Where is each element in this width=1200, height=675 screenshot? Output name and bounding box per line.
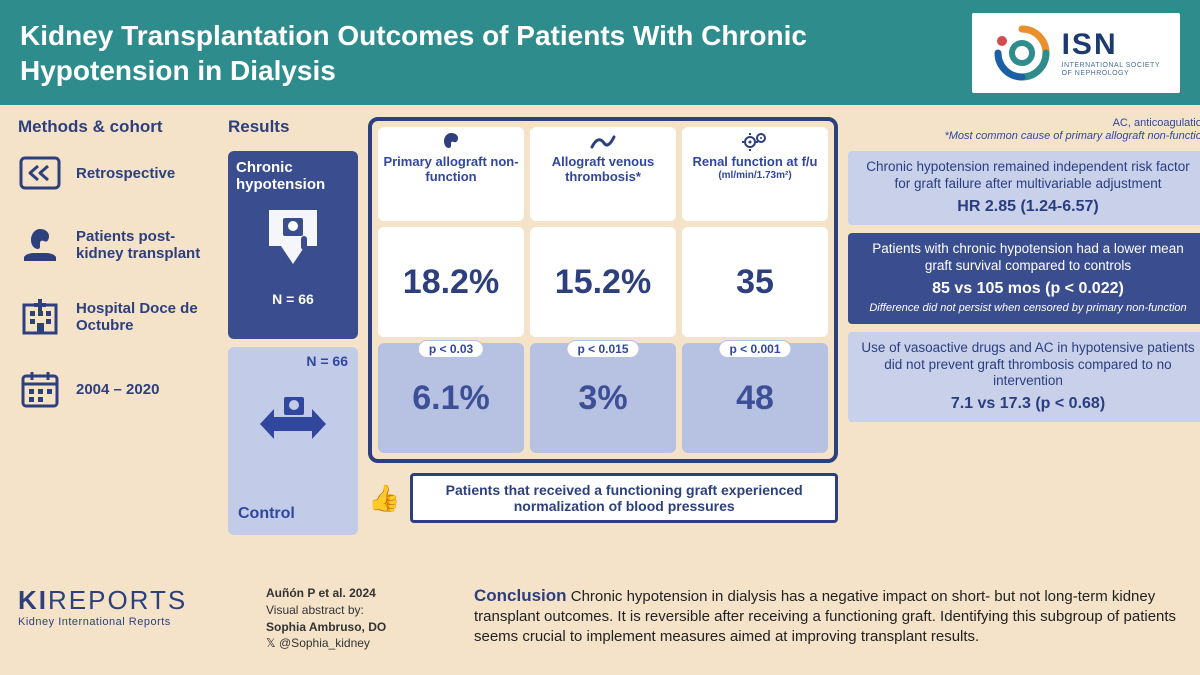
method-text: Patients post-kidney transplant — [76, 228, 218, 262]
rewind-icon — [18, 151, 62, 195]
group-ctrl-label: Control — [238, 505, 295, 523]
header: Kidney Transplantation Outcomes of Patie… — [0, 0, 1200, 105]
pval-2: p < 0.015 — [566, 340, 639, 358]
page-title: Kidney Transplantation Outcomes of Patie… — [20, 18, 870, 88]
finding-1: Chronic hypotension remained independent… — [848, 151, 1200, 225]
calendar-icon — [18, 367, 62, 411]
finding-3: Use of vasoactive drugs and AC in hypote… — [848, 332, 1200, 423]
bp-stable-icon — [248, 389, 338, 459]
method-hospital: Hospital Doce de Octubre — [18, 295, 218, 339]
method-text: Retrospective — [76, 165, 175, 182]
methods-column: Methods & cohort Retrospective Patients … — [18, 117, 218, 567]
results-column: Primary allograft non-function Allograft… — [368, 117, 838, 567]
group-hypotension: Chronic hypotension N = 66 — [228, 151, 358, 339]
result-hdr-3: Renal function at f/u (ml/min/1.73m²) — [682, 127, 828, 221]
method-text: 2004 – 2020 — [76, 381, 159, 398]
result-hypo-2: 15.2% p < 0.015 — [530, 227, 676, 337]
footer: KIREPORTS Kidney International Reports A… — [0, 575, 1200, 675]
pval-3: p < 0.001 — [718, 340, 791, 358]
hospital-icon — [18, 295, 62, 339]
result-hypo-3: 35 p < 0.001 — [682, 227, 828, 337]
result-ctrl-1: 6.1% — [378, 343, 524, 453]
method-years: 2004 – 2020 — [18, 367, 218, 411]
legend: AC, anticoagulation *Most common cause o… — [848, 117, 1200, 143]
pval-1: p < 0.03 — [418, 340, 484, 358]
isn-sub1: INTERNATIONAL SOCIETY — [1062, 62, 1160, 70]
methods-label: Methods & cohort — [18, 117, 218, 137]
note-row: 👍 Patients that received a functioning g… — [368, 473, 838, 523]
body: Methods & cohort Retrospective Patients … — [0, 105, 1200, 575]
result-hypo-1: 18.2% p < 0.03 — [378, 227, 524, 337]
result-ctrl-3: 48 — [682, 343, 828, 453]
group-control: N = 66 Control — [228, 347, 358, 535]
group-hypo-n: N = 66 — [236, 291, 350, 307]
isn-sub2: OF NEPHROLOGY — [1062, 70, 1160, 78]
findings-column: AC, anticoagulation *Most common cause o… — [848, 117, 1200, 567]
kidney-hand-icon — [18, 223, 62, 267]
results-grid: Primary allograft non-function Allograft… — [368, 117, 838, 463]
method-retrospective: Retrospective — [18, 151, 218, 195]
groups-column: Results Chronic hypotension N = 66 N = 6… — [228, 117, 358, 567]
result-hdr-1: Primary allograft non-function — [378, 127, 524, 221]
finding-2: Patients with chronic hypotension had a … — [848, 233, 1200, 324]
bp-down-icon — [261, 206, 325, 280]
method-text: Hospital Doce de Octubre — [76, 300, 218, 334]
isn-swirl-icon — [992, 23, 1052, 83]
result-hdr-2: Allograft venous thrombosis* — [530, 127, 676, 221]
method-patients: Patients post-kidney transplant — [18, 223, 218, 267]
result-ctrl-2: 3% — [530, 343, 676, 453]
journal-logo: KIREPORTS Kidney International Reports — [18, 585, 248, 628]
normalization-note: Patients that received a functioning gra… — [410, 473, 838, 523]
group-hypo-label: Chronic hypotension — [236, 159, 350, 194]
isn-abbr: ISN — [1062, 28, 1160, 62]
group-ctrl-n: N = 66 — [306, 353, 348, 369]
isn-logo: ISN INTERNATIONAL SOCIETY OF NEPHROLOGY — [972, 13, 1180, 93]
results-label: Results — [228, 117, 358, 137]
credits: Auñón P et al. 2024 Visual abstract by: … — [266, 585, 456, 652]
conclusion: Conclusion Chronic hypotension in dialys… — [474, 585, 1182, 646]
thumb-icon: 👍 — [368, 483, 400, 514]
